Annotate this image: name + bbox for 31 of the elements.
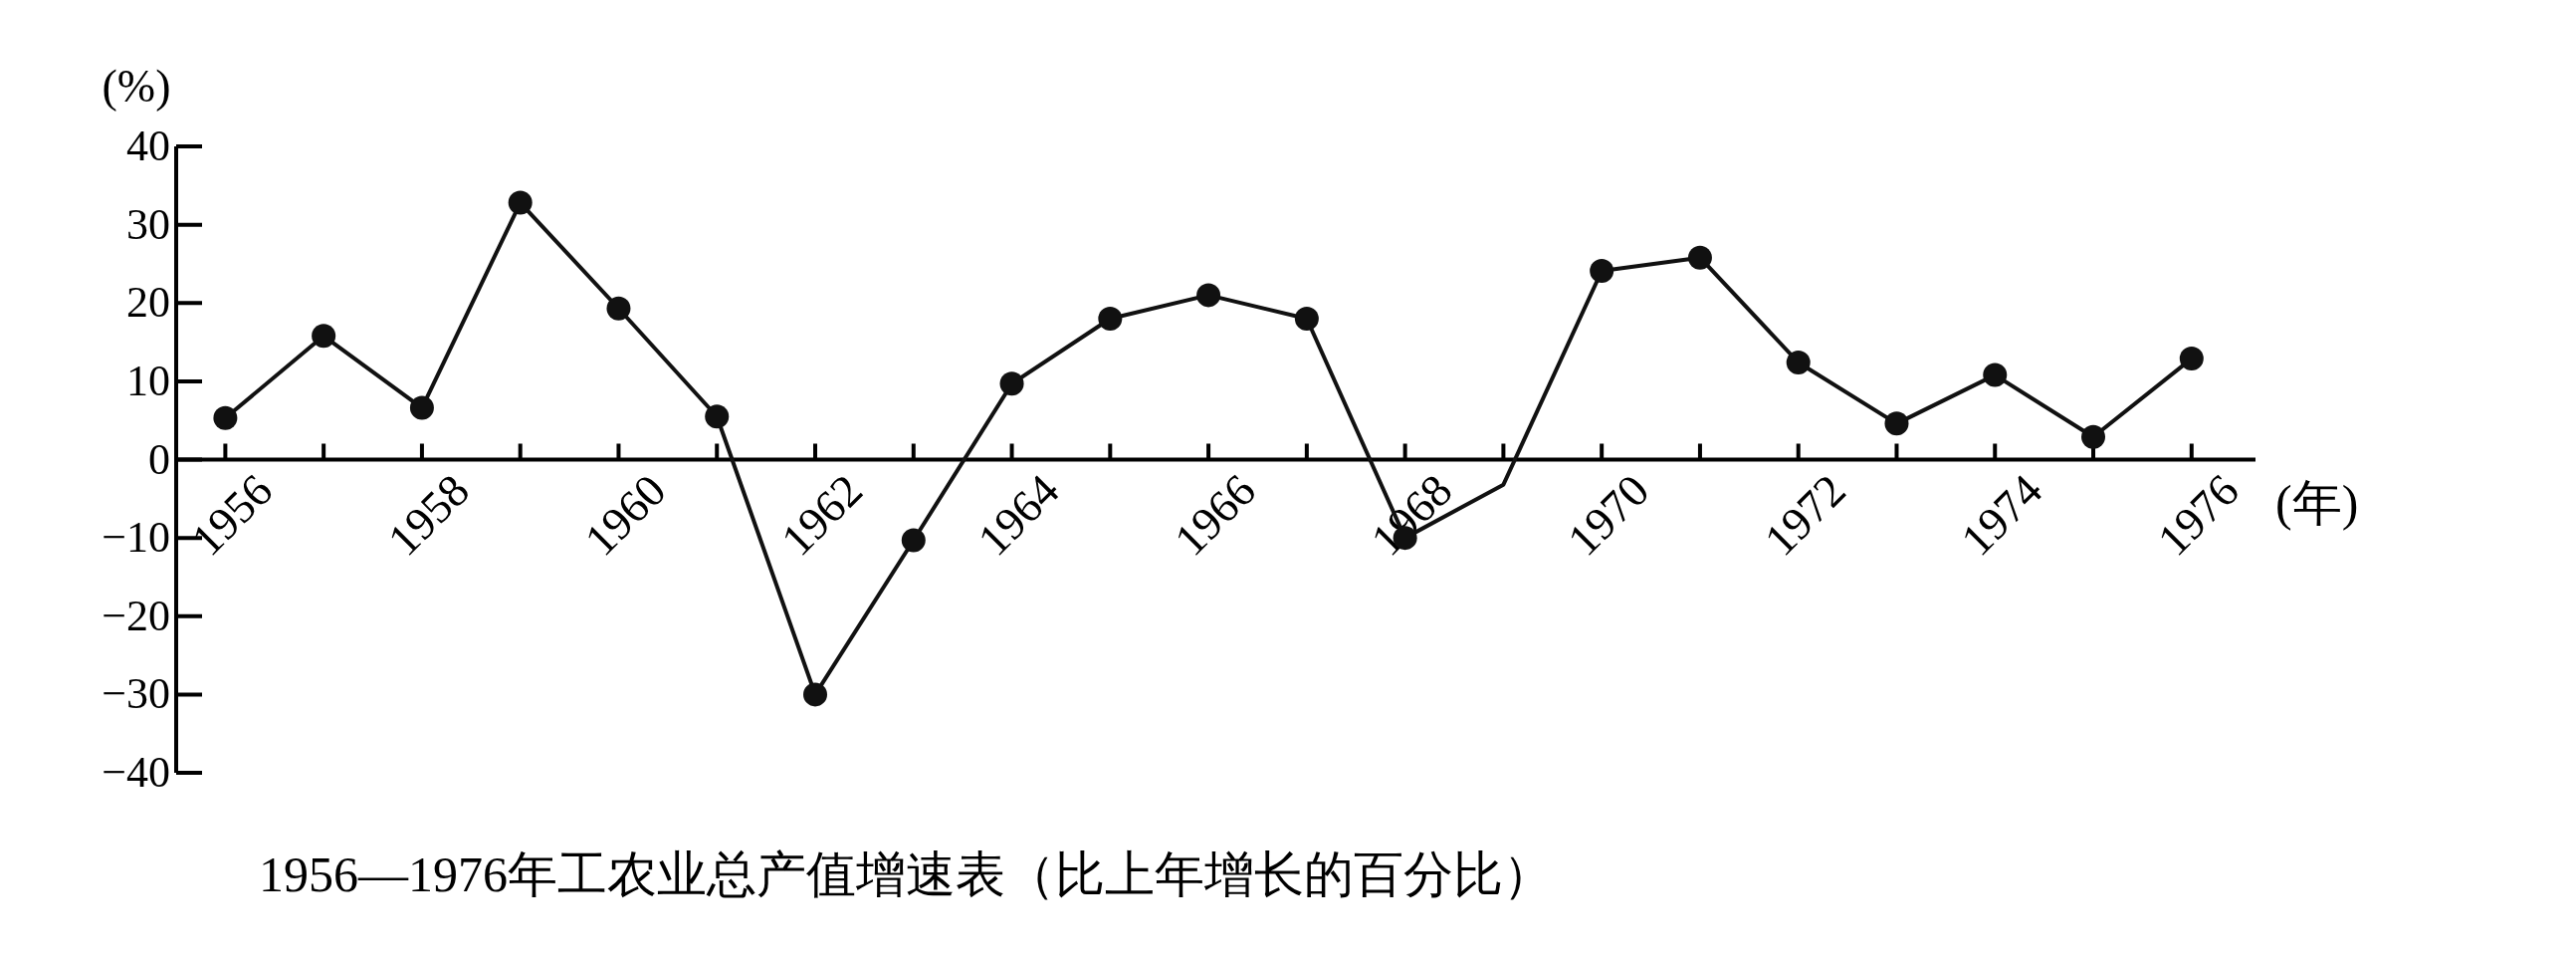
y-tick-label: −40 (102, 748, 170, 797)
y-tick-label: 30 (126, 199, 170, 249)
point (1294, 306, 1319, 331)
x-axis-title: (年) (2275, 474, 2359, 531)
point (1687, 245, 1712, 270)
point (409, 395, 434, 420)
y-axis-title: (%) (102, 61, 171, 112)
y-tick-label: 40 (126, 121, 170, 170)
y-tick-label: 0 (148, 434, 170, 484)
text: 1956—1976年工农业总产值增速表（比上年增长的百分比） (259, 846, 1553, 902)
point (606, 296, 631, 321)
point (901, 528, 926, 553)
point (1884, 411, 1909, 436)
point (2081, 424, 2106, 449)
y-tick-label: −20 (102, 591, 170, 640)
point (803, 682, 828, 707)
y-tick-label: −30 (102, 669, 170, 719)
point (2179, 347, 2204, 371)
point (1098, 306, 1123, 331)
y-tick-label: −10 (102, 513, 170, 563)
y-tick-label: 10 (126, 356, 170, 405)
point (1983, 362, 2008, 387)
point (999, 371, 1024, 396)
point (1196, 283, 1221, 308)
point (705, 404, 730, 429)
point (1786, 351, 1811, 375)
point (1590, 259, 1614, 284)
point (508, 190, 533, 215)
point (213, 405, 238, 430)
point (312, 324, 336, 349)
y-tick-label: 20 (126, 278, 170, 328)
